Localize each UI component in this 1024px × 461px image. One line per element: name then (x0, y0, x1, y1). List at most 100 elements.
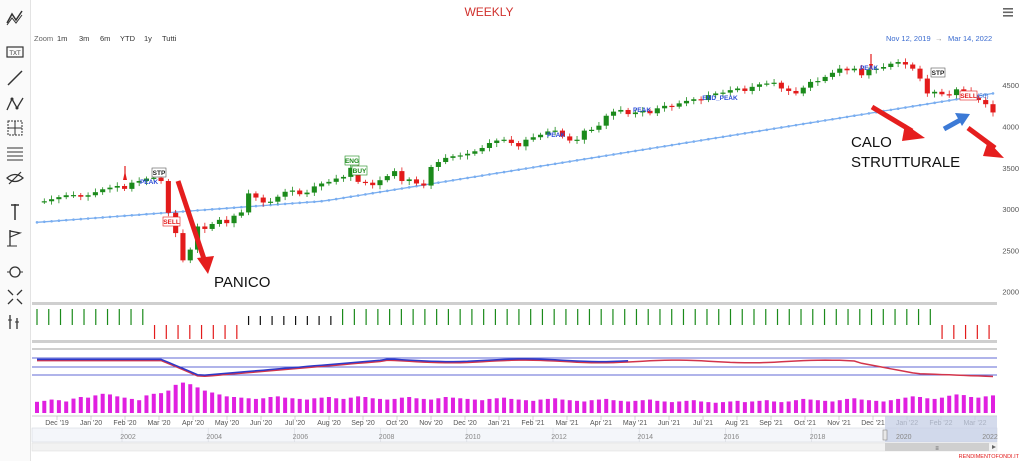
ma-point (137, 213, 141, 217)
x-tick-label: Aug '20 (317, 420, 341, 427)
zoom-icon[interactable] (5, 262, 25, 282)
candle (705, 95, 711, 101)
volume-bar (648, 399, 653, 413)
ma-point (896, 107, 900, 110)
candle (610, 111, 617, 116)
range-from[interactable]: Nov 12, 2019 (886, 34, 931, 43)
candle (326, 181, 332, 184)
candle (465, 153, 471, 156)
volume-bar (757, 400, 762, 413)
candle (392, 171, 398, 177)
volume-bar (545, 398, 550, 413)
zoom-button-3m[interactable]: 3m (79, 34, 89, 43)
candle (902, 62, 908, 65)
scrollbar-track[interactable] (31, 442, 998, 452)
ma-point (444, 180, 447, 183)
x-tick-label: Nov '20 (419, 420, 443, 427)
navigator-handle-left[interactable] (882, 429, 888, 441)
ma-point (35, 221, 39, 224)
rebound-arrow-icon (955, 113, 970, 126)
ma-point (254, 204, 258, 208)
candle (165, 181, 171, 213)
volume-bar (210, 392, 215, 413)
ma-point (181, 210, 185, 213)
x-tick-label: Jan '20 (80, 420, 102, 427)
scrollbar-right-arrow-icon[interactable] (992, 445, 996, 449)
ma-point (911, 105, 915, 108)
indicator-icon[interactable] (5, 8, 25, 28)
candle (479, 147, 485, 152)
navigator-selection[interactable] (885, 416, 997, 442)
candle (180, 233, 186, 261)
ma-point (772, 127, 776, 130)
annotation-icon[interactable] (5, 312, 25, 332)
ma-point (313, 200, 316, 204)
candle (749, 86, 755, 91)
x-tick-label: Sep '21 (759, 420, 783, 427)
volume-bar (122, 397, 127, 413)
ma-point (714, 136, 717, 140)
navigator-year-label: 2004 (206, 434, 222, 441)
scrollbar-thumb[interactable] (885, 443, 989, 451)
line-icon[interactable] (5, 68, 25, 88)
panel-divider (32, 340, 997, 343)
zoom-button-1m[interactable]: 1m (57, 34, 67, 43)
ma-point (860, 113, 863, 116)
text-icon[interactable]: TXT (5, 42, 25, 62)
volume-bar (217, 394, 222, 413)
hamburger-icon[interactable] (1003, 8, 1013, 17)
ma-point (575, 159, 579, 162)
zoom-button-ytd[interactable]: YTD (120, 34, 136, 43)
zoom-button-all[interactable]: Tutti (162, 34, 177, 43)
candle (567, 136, 573, 141)
x-tick-label: Jun '21 (658, 420, 680, 427)
visibility-icon[interactable] (5, 168, 25, 188)
volume-bar (144, 395, 149, 413)
ma-point (64, 218, 68, 222)
volume-bar (910, 396, 915, 413)
volume-bar (56, 400, 61, 413)
candle (267, 201, 274, 203)
volume-bar (283, 397, 288, 413)
candle (122, 185, 128, 189)
ma-point (364, 193, 367, 196)
volume-bar (611, 400, 616, 413)
ma-point (145, 212, 148, 216)
candle (924, 78, 930, 94)
candle (793, 90, 799, 94)
range-to[interactable]: Mar 14, 2022 (948, 34, 992, 43)
candle (778, 82, 784, 89)
candle (49, 199, 55, 202)
x-tick-label: Jan '21 (488, 420, 510, 427)
zigzag-icon[interactable] (5, 94, 25, 114)
strutturale-annotation: STRUTTURALE (851, 154, 960, 171)
candle (275, 196, 281, 202)
scrollbar-grip-icon[interactable]: ≡ (935, 446, 939, 452)
volume-bar (538, 399, 543, 413)
measure-icon[interactable] (5, 118, 25, 138)
ma-point (101, 216, 104, 219)
zoom-button-1y[interactable]: 1y (144, 34, 152, 43)
signal-bars (36, 309, 990, 339)
volume-bar (830, 401, 835, 413)
ma-point (225, 206, 229, 210)
zoom-button-6m[interactable]: 6m (100, 34, 110, 43)
volume-bar (334, 398, 339, 413)
candle (348, 167, 354, 177)
volume-bar (991, 395, 995, 413)
navigator[interactable]: 2002 2004 2006 2008 2010 2012 2014 2016 2018 2020… (31, 416, 998, 452)
volume-bar (261, 398, 266, 413)
ma-point (823, 119, 827, 122)
volume-bar (297, 398, 302, 413)
candle (953, 89, 960, 96)
volume-bar (275, 396, 280, 413)
flag-icon[interactable] (5, 228, 25, 248)
x-tick-label: Mar '20 (147, 420, 170, 427)
fullscreen-icon[interactable] (5, 287, 25, 307)
osc-main-line (37, 358, 629, 376)
fibonacci-icon[interactable] (5, 144, 25, 164)
volume-bar (115, 396, 120, 413)
vertical-line-icon[interactable] (5, 202, 25, 222)
candle (362, 181, 368, 184)
x-tick-label: Jul '20 (285, 420, 305, 427)
